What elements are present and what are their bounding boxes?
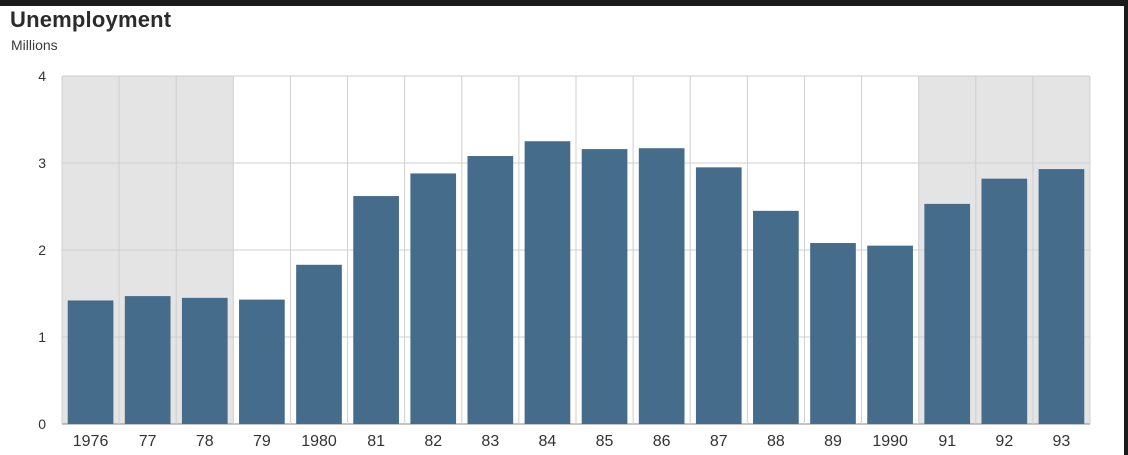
x-tick-label: 85 bbox=[596, 433, 614, 450]
y-tick-label: 1 bbox=[38, 329, 46, 345]
x-tick-label: 84 bbox=[539, 433, 557, 450]
bar-93 bbox=[1038, 169, 1085, 424]
bar-1976 bbox=[67, 300, 114, 424]
x-tick-label: 79 bbox=[253, 433, 271, 450]
bar-92 bbox=[981, 178, 1028, 424]
x-tick-label: 93 bbox=[1053, 433, 1071, 450]
bar-1990 bbox=[867, 245, 913, 424]
bar-86 bbox=[638, 148, 685, 424]
x-tick-label: 78 bbox=[196, 433, 214, 450]
x-tick-label: 81 bbox=[367, 433, 385, 450]
bar-1980 bbox=[296, 264, 342, 424]
x-tick-label: 77 bbox=[139, 433, 157, 450]
y-tick-label: 4 bbox=[38, 68, 46, 84]
bar-87 bbox=[695, 167, 742, 424]
x-tick-label: 86 bbox=[653, 433, 671, 450]
axes: 0 1 2 3 4 1976 77 78 79 1980 81 82 83 84 85 86 87 88 89 199… bbox=[38, 68, 1070, 450]
y-tick-label: 3 bbox=[38, 155, 46, 171]
x-tick-label: 91 bbox=[938, 433, 956, 450]
bar-88 bbox=[753, 210, 799, 424]
x-tick-label: 87 bbox=[710, 433, 728, 450]
y-tick-label: 0 bbox=[38, 416, 46, 432]
x-tick-label: 1980 bbox=[301, 433, 337, 450]
x-tick-label: 92 bbox=[995, 433, 1013, 450]
bar-83 bbox=[467, 156, 514, 425]
bar-91 bbox=[924, 203, 971, 424]
x-tick-label: 83 bbox=[481, 433, 499, 450]
bar-81 bbox=[353, 196, 399, 424]
bar-84 bbox=[524, 141, 571, 424]
bars bbox=[67, 141, 1085, 425]
x-tick-label: 1990 bbox=[872, 433, 908, 450]
bar-79 bbox=[239, 299, 285, 424]
bar-77 bbox=[124, 296, 171, 424]
bar-89 bbox=[810, 243, 856, 424]
y-tick-label: 2 bbox=[38, 242, 46, 258]
x-tick-label: 82 bbox=[424, 433, 442, 450]
bar-82 bbox=[410, 173, 457, 424]
chart-subtitle: Millions bbox=[11, 37, 58, 53]
chart-title: Unemployment bbox=[10, 7, 172, 32]
gridlines bbox=[61, 75, 1091, 425]
bar-78 bbox=[181, 297, 228, 424]
x-tick-label: 1976 bbox=[73, 433, 109, 450]
bar-85 bbox=[581, 149, 628, 424]
x-tick-label: 88 bbox=[767, 433, 785, 450]
x-tick-label: 89 bbox=[824, 433, 842, 450]
